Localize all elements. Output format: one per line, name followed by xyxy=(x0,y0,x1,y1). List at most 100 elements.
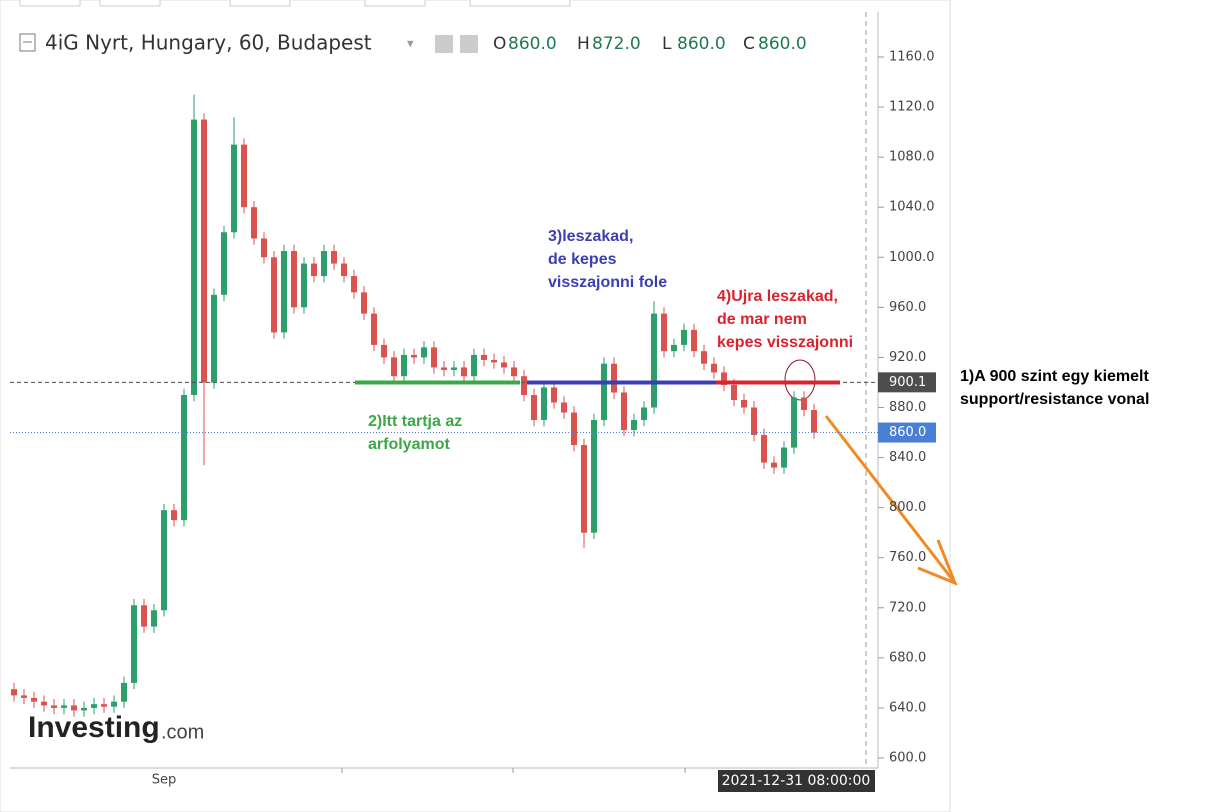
candle-body xyxy=(61,705,67,708)
y-tick-label: 640.0 xyxy=(889,700,926,715)
candle-body xyxy=(291,251,297,308)
candle-body xyxy=(411,354,417,358)
candle-body xyxy=(511,367,517,377)
candle-body xyxy=(341,263,347,277)
candle-body xyxy=(351,276,357,293)
y-tick-label: 840.0 xyxy=(889,450,926,465)
y-tick-label: 1040.0 xyxy=(889,200,935,215)
annotation-text: arfolyamot xyxy=(368,436,450,453)
candle-body xyxy=(161,510,167,611)
settings-icon[interactable] xyxy=(435,35,453,53)
ohlc-value: 860.0 xyxy=(677,34,726,54)
candle-body xyxy=(801,397,807,411)
annotation-text: 2)Itt tartja az xyxy=(368,413,462,430)
y-tick-label: 1080.0 xyxy=(889,150,935,165)
candle-body xyxy=(661,313,667,352)
price-tag xyxy=(878,422,936,443)
ohlc-name: H xyxy=(577,34,590,54)
cursor-time-box xyxy=(718,770,875,792)
annotation-text: visszajonni fole xyxy=(548,274,667,291)
candle-body xyxy=(721,372,727,385)
candle-body xyxy=(551,387,557,403)
annotation-text: de mar nem xyxy=(717,311,807,328)
candle-body xyxy=(791,397,797,448)
candle-body xyxy=(701,351,707,364)
candle-body xyxy=(381,344,387,358)
ohlc-name: L xyxy=(662,34,672,54)
annotation-text: support/resistance vonal xyxy=(960,391,1149,408)
candle-body xyxy=(671,344,677,352)
candle-body xyxy=(251,207,257,239)
candle-body xyxy=(641,407,647,421)
y-tick-label: 760.0 xyxy=(889,550,926,565)
highlight-ellipse xyxy=(784,359,816,401)
ohlc-value: 872.0 xyxy=(592,34,641,54)
candle-body xyxy=(131,605,137,683)
annotation-text: 3)leszakad, xyxy=(548,228,633,245)
candle-body xyxy=(441,367,447,370)
candle-body xyxy=(711,363,717,373)
y-tick-label: 1120.0 xyxy=(889,100,935,115)
price-tag xyxy=(878,372,936,393)
chart-title: 4iG Nyrt, Hungary, 60, Budapest xyxy=(45,31,372,55)
y-tick-label: 800.0 xyxy=(889,500,926,515)
trend-arrow xyxy=(824,415,958,586)
candle-body xyxy=(491,359,497,363)
candle-body xyxy=(571,412,577,446)
annotation-text: kepes visszajonni xyxy=(717,334,853,351)
candle-body xyxy=(751,407,757,436)
candle-body xyxy=(521,376,527,395)
candle-body xyxy=(311,263,317,277)
y-tick-label: 600.0 xyxy=(889,751,926,766)
candle-body xyxy=(321,251,327,277)
candle-body xyxy=(731,384,737,400)
y-tick-label: 880.0 xyxy=(889,400,926,415)
candle-body xyxy=(481,354,487,360)
candle-body xyxy=(31,697,37,702)
annotation-text: de kepes xyxy=(548,251,617,268)
candle-body xyxy=(11,689,17,696)
y-tick-label: 920.0 xyxy=(889,350,926,365)
candle-body xyxy=(471,354,477,377)
candle-body xyxy=(681,329,687,345)
candle-body xyxy=(501,362,507,368)
candle-body xyxy=(191,119,197,395)
candle-body xyxy=(141,605,147,627)
candle-body xyxy=(461,367,467,377)
price-tag-label: 900.1 xyxy=(889,375,926,390)
x-tick-label: Sep xyxy=(152,773,177,788)
candle-body xyxy=(81,707,87,711)
cursor-time: 2021-12-31 08:00:00 xyxy=(722,773,871,789)
chart-frame xyxy=(0,0,951,812)
candle-body xyxy=(301,263,307,308)
y-tick-label: 1000.0 xyxy=(889,250,935,265)
candle-body xyxy=(531,394,537,421)
candle-body xyxy=(581,445,587,533)
candle-body xyxy=(561,402,567,413)
candle-body xyxy=(741,399,747,408)
ohlc-name: O xyxy=(493,34,506,54)
candle-body xyxy=(121,682,127,702)
candle-body xyxy=(621,392,627,431)
annotation-text: 1)A 900 szint egy kiemelt xyxy=(960,368,1149,385)
candle-body xyxy=(371,313,377,345)
ohlc-name: C xyxy=(743,34,755,54)
candle-body xyxy=(201,119,207,383)
top-tabs xyxy=(19,0,571,7)
candle-body xyxy=(211,294,217,383)
candle-body xyxy=(111,701,117,707)
candle-body xyxy=(691,329,697,352)
candle-body xyxy=(261,238,267,258)
annotation-text: 4)Ujra leszakad, xyxy=(717,288,838,305)
candle-body xyxy=(601,363,607,421)
candle-body xyxy=(391,357,397,377)
candle-body xyxy=(281,251,287,333)
collapse-icon xyxy=(19,33,36,52)
y-tick-label: 680.0 xyxy=(889,650,926,665)
dropdown-arrow[interactable]: ▾ xyxy=(407,37,414,52)
candle-body xyxy=(151,610,157,627)
candle-body xyxy=(171,510,177,521)
candle-body xyxy=(221,232,227,295)
settings-icon[interactable] xyxy=(460,35,478,53)
